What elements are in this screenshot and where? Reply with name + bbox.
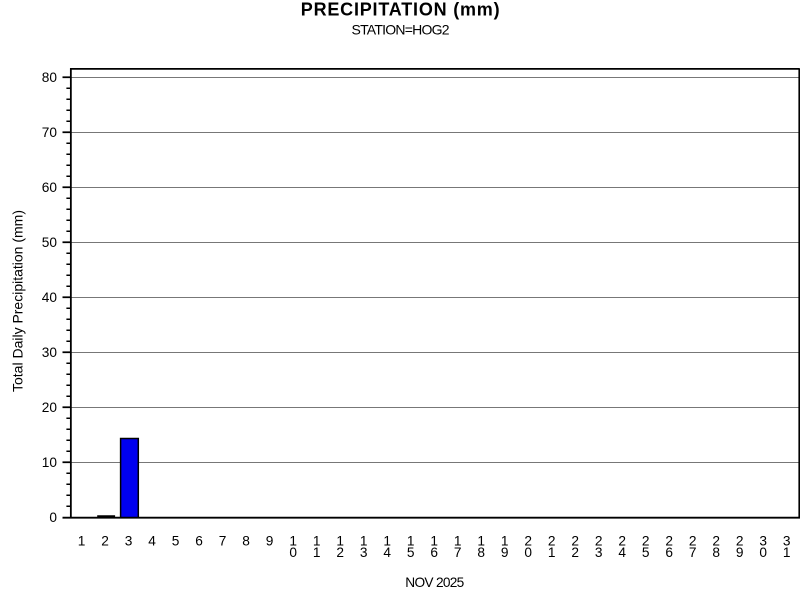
svg-text:1: 1: [407, 534, 415, 549]
svg-text:4: 4: [148, 534, 156, 549]
svg-text:80: 80: [42, 70, 58, 85]
svg-text:9: 9: [501, 545, 509, 560]
svg-text:6: 6: [430, 545, 438, 560]
svg-text:0: 0: [49, 510, 57, 525]
svg-text:1: 1: [783, 545, 791, 560]
svg-text:1: 1: [78, 534, 86, 549]
svg-text:8: 8: [712, 545, 720, 560]
svg-text:60: 60: [42, 180, 58, 195]
svg-text:50: 50: [42, 235, 58, 250]
svg-text:0: 0: [524, 545, 532, 560]
svg-text:1: 1: [360, 534, 368, 549]
svg-text:2: 2: [618, 534, 626, 549]
svg-text:Total Daily Precipitation (mm): Total Daily Precipitation (mm): [9, 210, 25, 392]
svg-text:STATION=HOG2: STATION=HOG2: [352, 22, 450, 38]
svg-text:1: 1: [501, 534, 509, 549]
svg-text:30: 30: [42, 345, 58, 360]
svg-text:2: 2: [595, 534, 603, 549]
svg-text:5: 5: [407, 545, 415, 560]
svg-text:0: 0: [759, 545, 767, 560]
svg-text:8: 8: [242, 534, 250, 549]
svg-text:1: 1: [289, 534, 297, 549]
svg-text:2: 2: [101, 534, 109, 549]
svg-text:8: 8: [477, 545, 485, 560]
svg-text:2: 2: [336, 545, 344, 560]
svg-text:2: 2: [689, 534, 697, 549]
svg-text:6: 6: [195, 534, 203, 549]
svg-text:2: 2: [665, 534, 673, 549]
svg-text:70: 70: [42, 125, 58, 140]
svg-text:7: 7: [454, 545, 462, 560]
svg-text:3: 3: [595, 545, 603, 560]
svg-text:7: 7: [219, 534, 227, 549]
svg-text:NOV 2025: NOV 2025: [405, 575, 464, 590]
svg-text:3: 3: [783, 534, 791, 549]
svg-text:5: 5: [642, 545, 650, 560]
svg-text:5: 5: [172, 534, 180, 549]
svg-text:2: 2: [571, 545, 579, 560]
svg-text:6: 6: [665, 545, 673, 560]
svg-text:2: 2: [548, 534, 556, 549]
svg-text:10: 10: [42, 455, 58, 470]
svg-text:3: 3: [360, 545, 368, 560]
svg-text:40: 40: [42, 290, 58, 305]
svg-text:PRECIPITATION (mm): PRECIPITATION (mm): [301, 0, 500, 20]
svg-text:1: 1: [454, 534, 462, 549]
svg-text:1: 1: [383, 534, 391, 549]
svg-text:0: 0: [289, 545, 297, 560]
svg-text:4: 4: [618, 545, 626, 560]
svg-text:9: 9: [736, 545, 744, 560]
svg-text:1: 1: [313, 545, 321, 560]
svg-text:2: 2: [642, 534, 650, 549]
svg-text:2: 2: [736, 534, 744, 549]
svg-text:1: 1: [430, 534, 438, 549]
svg-text:20: 20: [42, 400, 58, 415]
svg-text:3: 3: [759, 534, 767, 549]
svg-text:9: 9: [266, 534, 274, 549]
svg-text:3: 3: [125, 534, 133, 549]
svg-text:1: 1: [477, 534, 485, 549]
svg-text:1: 1: [548, 545, 556, 560]
svg-text:2: 2: [712, 534, 720, 549]
svg-text:2: 2: [524, 534, 532, 549]
svg-text:1: 1: [336, 534, 344, 549]
svg-text:7: 7: [689, 545, 697, 560]
svg-text:2: 2: [571, 534, 579, 549]
svg-text:4: 4: [383, 545, 391, 560]
svg-text:1: 1: [313, 534, 321, 549]
